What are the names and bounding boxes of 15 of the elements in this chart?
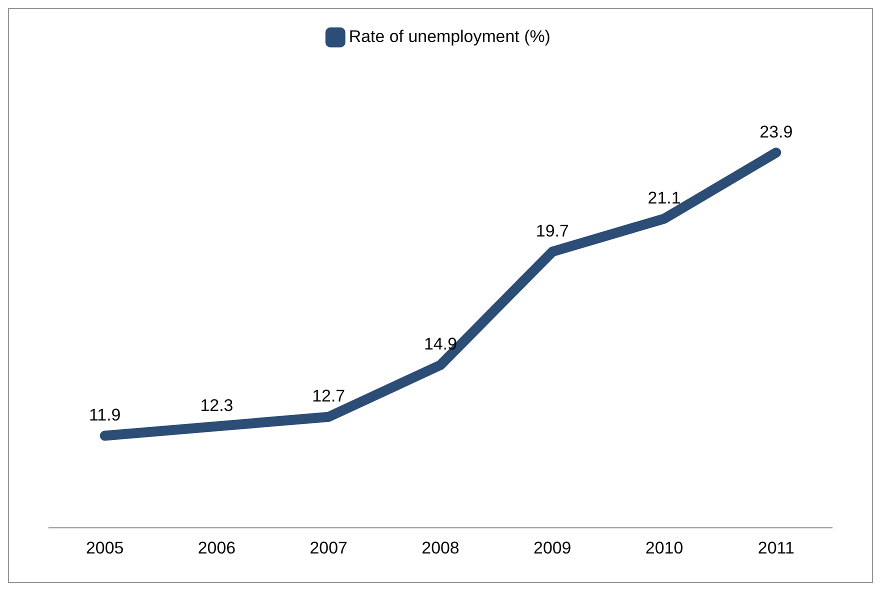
x-tick-label: 2010	[645, 538, 684, 558]
x-tick-label: 2011	[758, 538, 794, 558]
x-tick-label: 2005	[86, 538, 124, 558]
data-label: 23.9	[760, 122, 793, 142]
x-tick-label: 2006	[198, 538, 236, 558]
data-label: 11.9	[88, 406, 121, 424]
x-tick-label: 2008	[422, 538, 460, 558]
x-tick-label: 2009	[534, 538, 572, 558]
data-label: 14.9	[424, 334, 457, 354]
data-label: 12.7	[312, 386, 346, 406]
data-label: 21.1	[648, 188, 681, 208]
legend-label: Rate of unemployment (%)	[348, 27, 550, 46]
data-label: 19.7	[536, 221, 569, 240]
x-tick-label: 2007	[310, 538, 348, 558]
data-label: 12.3	[200, 396, 234, 416]
